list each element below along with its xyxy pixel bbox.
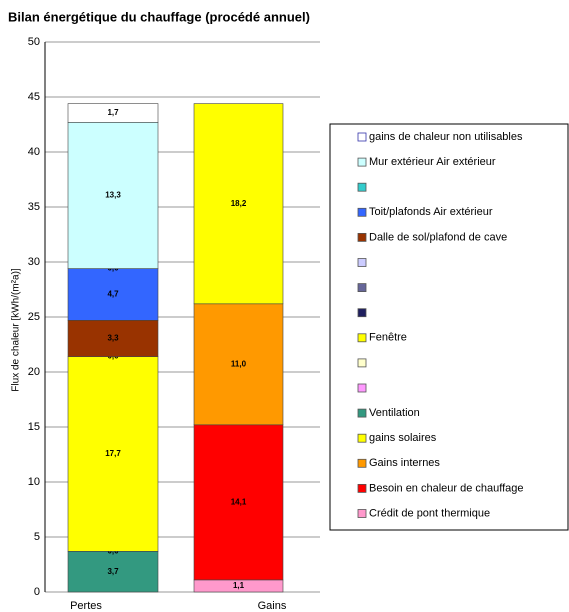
legend-label: Gains internes [369,457,440,469]
bar-segment [67,122,159,269]
legend-swatch [357,483,367,493]
y-tick-label: 25 [28,311,40,323]
y-tick-label: 5 [34,531,40,543]
legend-swatch [357,458,367,468]
bar-segment [193,424,284,581]
segment-label: 13,3 [105,191,121,200]
legend-swatch [357,182,367,192]
y-tick-label: 10 [28,476,40,488]
y-tick-label: 50 [28,36,40,48]
bar-segment [193,103,284,305]
segment-label: 11,0 [231,359,247,368]
legend-swatch [357,308,367,318]
chart-title: Bilan énergétique du chauffage (procédé … [8,9,310,24]
segment-label: 18,2 [231,199,247,208]
bar-segment [193,303,284,426]
segment-label: 17,7 [105,449,121,458]
legend-swatch [357,283,367,293]
legend-label: Ventilation [369,407,420,419]
legend-swatch [357,258,367,267]
x-tick-label: Gains [258,600,287,612]
legend-swatch [357,433,367,443]
segment-label: 1,1 [233,581,245,590]
y-tick-label: 45 [28,91,40,103]
legend-label: Toit/plafonds Air extérieur [369,206,493,218]
y-tick-label: 40 [28,146,40,158]
legend-swatch [357,509,367,518]
segment-label: 3,7 [107,567,119,576]
bar-segment [67,356,159,552]
bar-segment [67,319,159,357]
legend-swatch [357,132,367,142]
legend-swatch [357,383,367,393]
bar-segment [67,103,159,123]
segment-label: 14,1 [231,497,247,506]
y-axis-label: Flux de chaleur [kWh/(m²a)] [11,268,22,392]
bar-segment [67,268,159,321]
legend-box [329,123,569,531]
legend-swatch [357,157,367,167]
legend-swatch [357,333,367,343]
legend-swatch [357,207,367,217]
legend-label: Mur extérieur Air extérieur [369,156,496,168]
legend-swatch [357,232,367,242]
y-tick-label: 15 [28,421,40,433]
legend-swatch [357,358,367,368]
y-tick-label: 35 [28,201,40,213]
y-tick-label: 30 [28,256,40,268]
legend-label: gains solaires [369,432,437,444]
legend-swatch [357,408,367,418]
legend-label: Dalle de sol/plafond de cave [369,231,507,243]
bar-segment [67,550,159,593]
legend-label: Besoin en chaleur de chauffage [369,482,524,494]
segment-label: 3,3 [107,334,119,343]
segment-label: 1,7 [107,108,119,117]
y-tick-label: 20 [28,366,40,378]
segment-label: 4,7 [107,290,119,299]
y-tick-label: 0 [34,586,40,598]
legend-label: gains de chaleur non utilisables [369,131,523,143]
x-tick-label: Pertes [70,600,102,612]
legend-label: Crédit de pont thermique [369,507,490,519]
legend-label: Fenêtre [369,332,407,344]
